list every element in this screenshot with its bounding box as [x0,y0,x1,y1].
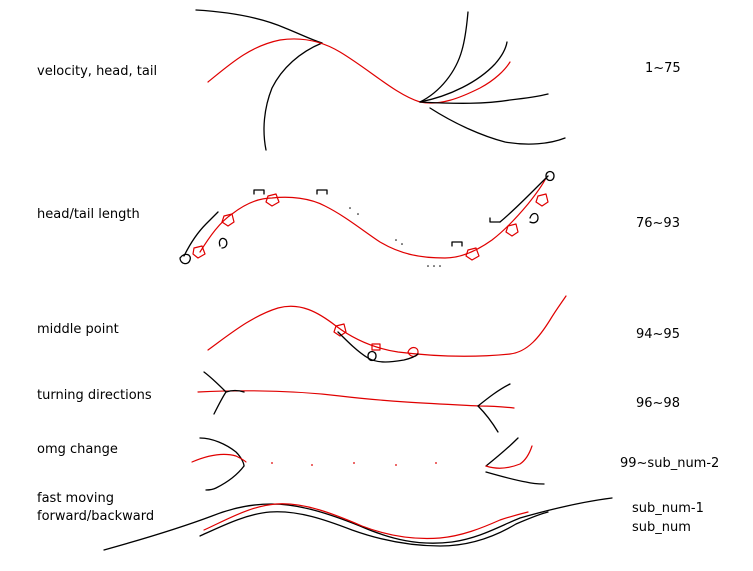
row5-right-top [485,437,519,467]
row1-range: 1~75 [645,61,681,76]
row1-tail-trail-1 [419,11,469,103]
row3-marker-1 [333,323,347,337]
row3-marker-3 [407,346,419,358]
row2-bracket-1 [253,189,265,195]
row3-marker-2 [371,343,381,351]
row1-sketch [195,9,566,151]
row1-head-trail-top [195,9,323,44]
row5-left-top [199,437,245,467]
row2-dot [349,207,351,209]
row3-sketch [207,295,567,363]
row6-sketch [103,497,613,551]
row5-sketch [191,437,545,491]
row5-left-bottom [205,465,245,491]
row2-marker-4 [465,247,480,261]
row2-label: head/tail length [37,207,140,222]
row4-right-curve-top [477,383,511,407]
row6-label-line1: fast moving [37,491,114,506]
row4-center-line [197,390,515,409]
row6-black-line-1 [103,497,613,551]
row1-label: velocity, head, tail [37,64,158,79]
row2-center-line [199,177,547,259]
row2-dot [395,239,397,241]
row2-bracket-3 [451,241,463,247]
row4-right-curve-bottom [477,405,499,433]
row2-left-trail [183,211,219,257]
row1-tail-trail-2 [419,41,508,103]
row2-sketch [179,170,555,267]
row2-marker-1 [192,245,206,259]
row2-dot [439,265,441,267]
row2-left-head [179,253,191,265]
row6-range-line1: sub_num-1 [632,501,704,516]
row5-dot [395,464,397,466]
row1-tail-trail-4 [429,107,566,145]
row6-black-line-2 [199,511,549,547]
row5-dot [311,464,313,466]
row2-bracket-2 [316,189,328,195]
row2-marker-6 [535,193,549,207]
row5-range: 99~sub_num-2 [620,456,720,471]
row4-range: 96~98 [636,396,680,411]
row2-right-mark [529,212,539,224]
row6-red-line [203,503,529,540]
row2-marker-3 [265,193,280,207]
row2-left-mark [218,237,228,249]
row3-range: 94~95 [636,327,680,342]
row3-center-line [207,295,567,357]
row5-left-red [191,453,247,463]
row2-marker-5 [505,223,519,237]
row6-label-line2: forward/backward [37,509,155,524]
row2-dot [357,213,359,215]
row1-head-trail-bottom [263,42,323,151]
row2-marker-2 [221,213,235,227]
row3-trail [337,331,419,363]
row2-dot [427,265,429,267]
row2-right-head [545,170,555,182]
row2-right-trail [499,175,549,223]
row2-dot [433,265,435,267]
row3-label: middle point [37,322,119,337]
row1-center-line [207,38,511,104]
row2-range: 76~93 [636,216,680,231]
row4-left-curve-top [203,371,245,393]
row5-dot [271,462,273,464]
row5-label: omg change [37,442,118,457]
row1-tail-trail-3 [419,93,549,104]
row4-label: turning directions [37,388,152,403]
row5-dot [435,462,437,464]
row2-right-tick [489,217,501,223]
row4-left-curve-bottom [213,391,227,415]
row5-right-bottom [485,471,545,485]
row6-range-line2: sub_num [632,520,691,535]
row5-right-red [485,445,533,469]
row4-sketch [197,371,515,433]
row3-head [367,350,377,362]
row5-dot [353,462,355,464]
row2-dot [401,243,403,245]
